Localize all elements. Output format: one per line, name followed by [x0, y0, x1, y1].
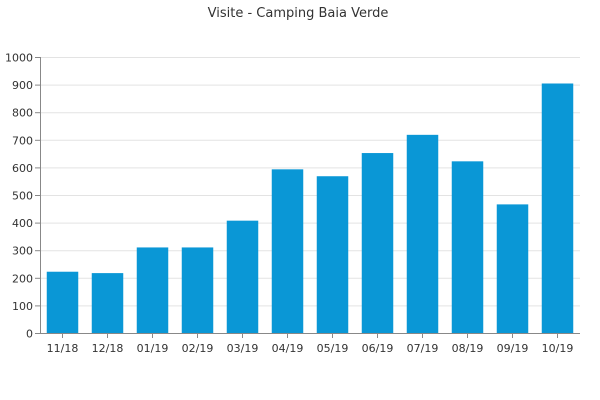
y-tick-label: 400 [12, 217, 33, 230]
x-tick-label: 03/19 [227, 342, 259, 355]
y-tick-label: 900 [12, 79, 33, 92]
bar-11-18 [46, 271, 79, 333]
bar-02-19 [181, 247, 214, 333]
tick-labels: 0 100 200 300 400 500 600 700 800 900 1000 11/18 12/… [5, 52, 573, 356]
x-tick-label: 05/19 [317, 342, 349, 355]
y-tick-label: 0 [26, 328, 33, 341]
y-tick-label: 500 [12, 190, 33, 203]
bar-04-19 [271, 169, 304, 333]
bar-01-19 [136, 247, 169, 333]
y-tick-label: 100 [12, 300, 33, 313]
x-tick-label: 12/18 [92, 342, 124, 355]
y-tick-label: 700 [12, 134, 33, 147]
y-tick-label: 600 [12, 162, 33, 175]
chart-title: Visite - Camping Baia Verde [208, 6, 389, 21]
x-tick-label: 09/19 [497, 342, 529, 355]
bar-10-19 [541, 83, 574, 333]
gridlines [40, 57, 580, 307]
bars [46, 83, 574, 333]
bar-05-19 [316, 176, 349, 333]
y-tick-label: 200 [12, 272, 33, 285]
bar-09-19 [496, 204, 529, 333]
x-tick-label: 01/19 [137, 342, 169, 355]
x-tick-label: 08/19 [452, 342, 484, 355]
y-tick-label: 1000 [5, 52, 33, 65]
x-tick-label: 10/19 [542, 342, 574, 355]
bar-12-18 [91, 273, 124, 333]
x-tick-label: 06/19 [362, 342, 394, 355]
x-tick-label: 02/19 [182, 342, 214, 355]
x-tick-label: 11/18 [47, 342, 79, 355]
y-tick-label: 800 [12, 107, 33, 120]
bar-06-19 [361, 153, 394, 333]
axes [35, 57, 580, 338]
x-tick-label: 07/19 [407, 342, 439, 355]
x-tick-label: 04/19 [272, 342, 304, 355]
y-tick-label: 300 [12, 245, 33, 258]
bar-07-19 [406, 134, 439, 333]
bar-03-19 [226, 220, 259, 333]
bar-08-19 [451, 161, 484, 333]
